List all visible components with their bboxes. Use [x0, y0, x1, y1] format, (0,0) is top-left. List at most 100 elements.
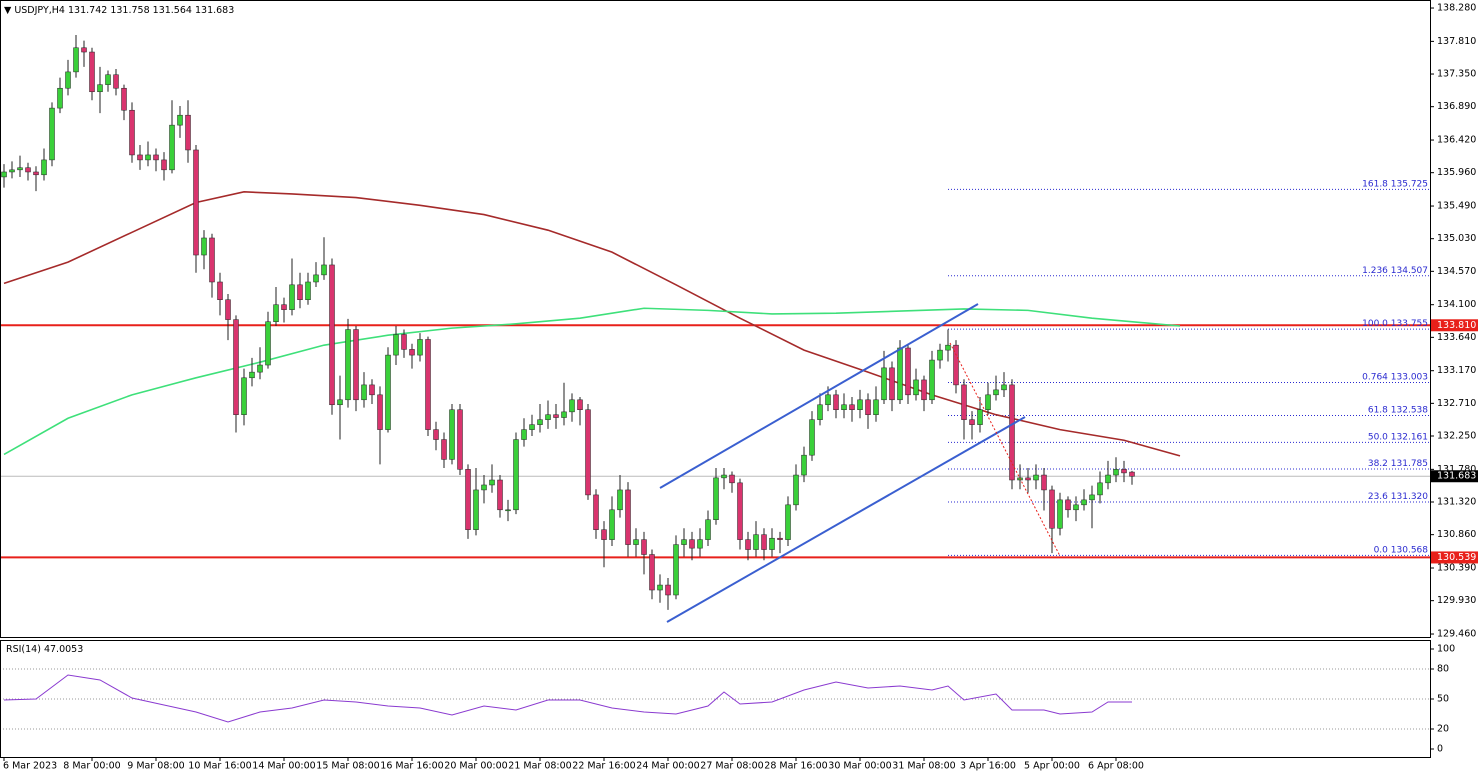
- fib-level: 161.8: [1362, 179, 1388, 189]
- background-layer: [0, 188, 1430, 730]
- candle-body: [505, 509, 511, 512]
- moving-average: [3, 307, 1181, 456]
- fib-level: 100.0: [1362, 319, 1388, 329]
- candle-body: [1025, 477, 1031, 481]
- candle-body: [305, 281, 311, 300]
- candle-body: [25, 167, 31, 173]
- candle-body: [433, 429, 439, 440]
- candle-body: [1001, 384, 1007, 391]
- fib-price: 133.755: [1391, 319, 1428, 329]
- low-value: 131.564: [153, 5, 192, 16]
- candle-body: [89, 51, 95, 93]
- x-tick-label: 6 Mar 2023: [3, 761, 57, 772]
- candle-body: [153, 154, 159, 161]
- level-box: [1431, 319, 1478, 332]
- candle-body: [585, 409, 591, 496]
- symbol: USDJPY,H4: [14, 5, 65, 16]
- x-tick-label: 15 Mar 08:00: [316, 761, 379, 772]
- x-tick-label: 24 Mar 00:00: [636, 761, 699, 772]
- candle-body: [969, 419, 975, 425]
- fib-label: 23.6 131.320: [1368, 492, 1428, 502]
- current-price-box: [1431, 470, 1478, 483]
- candle-body: [521, 429, 527, 440]
- rsi-value: 47.0053: [44, 644, 83, 655]
- candle-body: [641, 539, 647, 555]
- candle-body: [545, 414, 551, 420]
- candle-body: [297, 284, 303, 300]
- candle-body: [377, 394, 383, 430]
- candle-body: [273, 304, 279, 322]
- channel-lower: [666, 416, 1026, 623]
- candle-body: [161, 159, 167, 171]
- y-tick-label: 135.960: [1437, 167, 1476, 178]
- candle-body: [689, 539, 695, 549]
- candle-body: [569, 399, 575, 413]
- candle-body: [777, 537, 783, 540]
- candle-body: [745, 539, 751, 550]
- candle-body: [649, 554, 655, 591]
- candle-body: [905, 347, 911, 396]
- x-tick-label: 14 Mar 00:00: [252, 761, 315, 772]
- rsi-header: RSI(14) 47.0053: [6, 644, 83, 655]
- candle-body: [185, 114, 191, 151]
- high-value: 131.758: [110, 5, 149, 16]
- rsi-y-tick-label: 100: [1437, 644, 1455, 655]
- x-tick-label: 6 Apr 08:00: [1088, 761, 1144, 772]
- candle-body: [1073, 504, 1079, 511]
- x-tick-label: 5 Apr 00:00: [1024, 761, 1080, 772]
- fib-level: 23.6: [1368, 492, 1388, 502]
- candle-body: [865, 399, 871, 415]
- candle-body: [209, 237, 215, 283]
- candle-body: [233, 319, 239, 415]
- rsi-label: RSI(14): [6, 644, 41, 655]
- candle-body: [329, 264, 335, 406]
- y-tick-label: 138.280: [1437, 3, 1476, 14]
- candle-body: [177, 114, 183, 126]
- candle-body: [345, 329, 351, 401]
- x-tick-label: 21 Mar 08:00: [508, 761, 571, 772]
- candle-body: [289, 284, 295, 310]
- fib-label: 0.764 133.003: [1362, 372, 1428, 382]
- fib-price: 134.507: [1391, 265, 1428, 275]
- candle-body: [817, 404, 823, 420]
- candle-body: [105, 74, 111, 85]
- candle-body: [937, 349, 943, 361]
- candle-body: [417, 339, 423, 356]
- header-marker: ▼: [4, 5, 14, 16]
- candle-body: [1065, 499, 1071, 511]
- candle-body: [57, 87, 63, 109]
- candle-body: [881, 367, 887, 401]
- x-tick-label: 9 Mar 08:00: [127, 761, 184, 772]
- candle-body: [673, 544, 679, 596]
- rsi-line: [3, 674, 1133, 723]
- fib-label: 100.0 133.755: [1362, 319, 1428, 329]
- label-layer: 138.280 137.810 137.350 136.890 136.420 135.9…: [3, 3, 1478, 772]
- candle-body: [241, 377, 247, 415]
- candle-body: [169, 124, 175, 171]
- candle-body: [665, 584, 671, 596]
- candle-body: [1089, 494, 1095, 501]
- y-tick-label: 136.890: [1437, 101, 1476, 112]
- candle-body: [601, 529, 607, 540]
- x-tick-label: 8 Mar 00:00: [63, 761, 120, 772]
- candle-body: [145, 154, 151, 161]
- candle-body: [249, 371, 255, 379]
- candle-body: [9, 169, 15, 173]
- current-price-label: 131.683: [1437, 471, 1476, 482]
- fib-label: 50.0 132.161: [1368, 432, 1428, 442]
- candle-body: [609, 509, 615, 540]
- candle-body: [369, 384, 375, 396]
- fib-level: 50.0: [1368, 432, 1388, 442]
- candle-body: [705, 519, 711, 540]
- candle-body: [793, 474, 799, 506]
- candle-body: [489, 479, 495, 486]
- candle-body: [537, 419, 543, 425]
- level-box: [1431, 551, 1478, 564]
- candle-body: [617, 489, 623, 511]
- y-tick-label: 135.030: [1437, 233, 1476, 244]
- candle-body: [897, 347, 903, 401]
- y-tick-label: 134.570: [1437, 266, 1476, 277]
- candle-body: [1049, 489, 1055, 529]
- candle-body: [1, 171, 7, 178]
